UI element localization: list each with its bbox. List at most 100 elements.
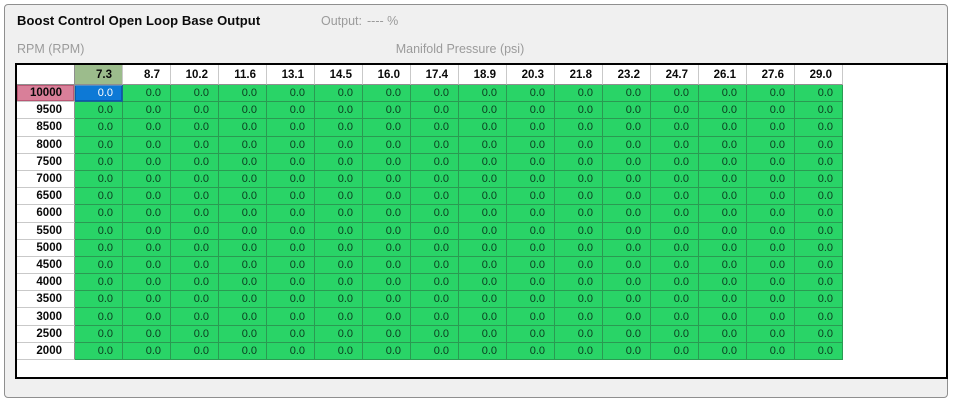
table-cell[interactable]: 0.0 — [123, 205, 171, 223]
table-cell[interactable]: 0.0 — [555, 170, 603, 189]
table-cell[interactable]: 0.0 — [75, 308, 123, 326]
table-cell[interactable]: 0.0 — [603, 342, 651, 360]
table-cell[interactable]: 0.0 — [747, 325, 795, 343]
table-cell[interactable]: 0.0 — [267, 239, 315, 257]
table-cell[interactable]: 0.0 — [363, 102, 411, 120]
table-cell[interactable]: 0.0 — [75, 291, 123, 309]
table-cell[interactable]: 0.0 — [507, 205, 555, 223]
table-cell[interactable]: 0.0 — [699, 102, 747, 120]
table-cell[interactable]: 0.0 — [651, 119, 699, 137]
table-cell[interactable]: 0.0 — [507, 153, 555, 171]
table-cell[interactable]: 0.0 — [411, 170, 459, 189]
table-cell[interactable]: 0.0 — [699, 291, 747, 309]
table-cell[interactable]: 0.0 — [795, 239, 843, 257]
table-cell[interactable]: 0.0 — [603, 308, 651, 326]
table-cell[interactable]: 0.0 — [315, 291, 363, 309]
table-cell[interactable]: 0.0 — [267, 153, 315, 171]
table-cell[interactable]: 0.0 — [123, 170, 171, 189]
table-cell[interactable]: 0.0 — [363, 239, 411, 257]
table-cell[interactable]: 0.0 — [747, 342, 795, 360]
column-header[interactable]: 24.7 — [651, 65, 699, 85]
table-cell[interactable]: 0.0 — [219, 119, 267, 137]
table-cell[interactable]: 0.0 — [747, 85, 795, 103]
table-cell[interactable]: 0.0 — [123, 85, 171, 103]
table-cell[interactable]: 0.0 — [315, 342, 363, 360]
column-header[interactable]: 21.8 — [555, 65, 603, 85]
table-cell[interactable]: 0.0 — [699, 153, 747, 171]
table-cell[interactable]: 0.0 — [363, 308, 411, 326]
table-cell[interactable]: 0.0 — [651, 308, 699, 326]
table-cell[interactable]: 0.0 — [507, 274, 555, 292]
table-cell[interactable]: 0.0 — [555, 188, 603, 206]
row-header[interactable]: 3500 — [17, 291, 75, 309]
table-cell[interactable]: 0.0 — [315, 274, 363, 292]
table-cell[interactable]: 0.0 — [699, 342, 747, 360]
table-cell[interactable]: 0.0 — [507, 102, 555, 120]
table-cell[interactable]: 0.0 — [219, 170, 267, 189]
row-header[interactable]: 5000 — [17, 239, 75, 257]
table-cell[interactable]: 0.0 — [363, 256, 411, 275]
table-cell[interactable]: 0.0 — [699, 274, 747, 292]
table-cell[interactable]: 0.0 — [171, 205, 219, 223]
row-header[interactable]: 7000 — [17, 170, 75, 189]
table-cell[interactable]: 0.0 — [267, 170, 315, 189]
table-cell[interactable]: 0.0 — [75, 136, 123, 154]
table-cell[interactable]: 0.0 — [75, 119, 123, 137]
table-cell[interactable]: 0.0 — [75, 188, 123, 206]
table-cell[interactable]: 0.0 — [651, 325, 699, 343]
table-cell[interactable]: 0.0 — [747, 102, 795, 120]
column-header[interactable]: 26.1 — [699, 65, 747, 85]
table-cell[interactable]: 0.0 — [219, 256, 267, 275]
table-cell[interactable]: 0.0 — [363, 342, 411, 360]
column-header[interactable]: 27.6 — [747, 65, 795, 85]
table-cell[interactable]: 0.0 — [219, 153, 267, 171]
table-cell[interactable]: 0.0 — [507, 170, 555, 189]
table-cell[interactable]: 0.0 — [747, 188, 795, 206]
table-cell[interactable]: 0.0 — [699, 256, 747, 275]
table-cell[interactable]: 0.0 — [795, 325, 843, 343]
table-cell[interactable]: 0.0 — [315, 308, 363, 326]
table-cell[interactable]: 0.0 — [123, 274, 171, 292]
table-cell[interactable]: 0.0 — [219, 308, 267, 326]
table-cell[interactable]: 0.0 — [507, 119, 555, 137]
table-cell[interactable]: 0.0 — [315, 222, 363, 240]
table-cell[interactable]: 0.0 — [123, 239, 171, 257]
table-cell[interactable]: 0.0 — [651, 205, 699, 223]
table-cell[interactable]: 0.0 — [651, 153, 699, 171]
row-header[interactable]: 5500 — [17, 222, 75, 240]
table-cell[interactable]: 0.0 — [171, 119, 219, 137]
table-cell[interactable]: 0.0 — [795, 119, 843, 137]
column-header[interactable]: 14.5 — [315, 65, 363, 85]
table-cell[interactable]: 0.0 — [171, 153, 219, 171]
table-cell[interactable]: 0.0 — [123, 308, 171, 326]
table-cell[interactable]: 0.0 — [363, 188, 411, 206]
table-cell[interactable]: 0.0 — [171, 170, 219, 189]
column-header[interactable]: 20.3 — [507, 65, 555, 85]
table-cell[interactable]: 0.0 — [267, 222, 315, 240]
table-cell[interactable]: 0.0 — [219, 205, 267, 223]
table-cell[interactable]: 0.0 — [555, 222, 603, 240]
table-cell[interactable]: 0.0 — [651, 188, 699, 206]
table-cell[interactable]: 0.0 — [267, 274, 315, 292]
table-cell[interactable]: 0.0 — [123, 222, 171, 240]
table-cell[interactable]: 0.0 — [699, 308, 747, 326]
row-header[interactable]: 4500 — [17, 256, 75, 275]
table-cell[interactable]: 0.0 — [363, 274, 411, 292]
table-cell[interactable]: 0.0 — [651, 136, 699, 154]
table-cell[interactable]: 0.0 — [219, 291, 267, 309]
table-cell[interactable]: 0.0 — [75, 170, 123, 189]
row-header[interactable]: 2000 — [17, 342, 75, 360]
column-header[interactable]: 13.1 — [267, 65, 315, 85]
table-cell[interactable]: 0.0 — [267, 119, 315, 137]
table-cell[interactable]: 0.0 — [603, 119, 651, 137]
table-cell[interactable]: 0.0 — [699, 222, 747, 240]
table-cell[interactable]: 0.0 — [267, 256, 315, 275]
table-cell[interactable]: 0.0 — [171, 325, 219, 343]
table-cell[interactable]: 0.0 — [747, 205, 795, 223]
table-cell[interactable]: 0.0 — [363, 85, 411, 103]
table-cell[interactable]: 0.0 — [411, 205, 459, 223]
table-cell[interactable]: 0.0 — [75, 325, 123, 343]
table-cell[interactable]: 0.0 — [795, 222, 843, 240]
table-cell[interactable]: 0.0 — [795, 342, 843, 360]
table-cell[interactable]: 0.0 — [315, 256, 363, 275]
